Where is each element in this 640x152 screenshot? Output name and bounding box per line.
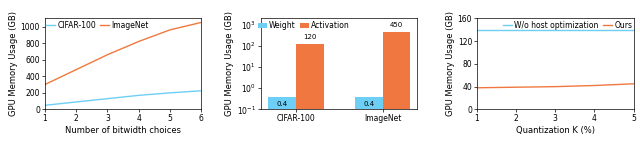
- CIFAR-100: [41, 104, 49, 106]
- Line: Ours: Ours: [477, 84, 634, 88]
- Ours: [630, 83, 637, 85]
- Y-axis label: GPU Memory Usage (GB): GPU Memory Usage (GB): [9, 11, 18, 116]
- Text: 450: 450: [390, 22, 403, 28]
- Ours: [473, 87, 481, 89]
- CIFAR-100: [198, 90, 205, 92]
- CIFAR-100: [72, 101, 80, 103]
- ImageNet: [198, 21, 205, 23]
- CIFAR-100: [166, 92, 174, 94]
- Y-axis label: GPU Memory Usage (GB): GPU Memory Usage (GB): [446, 11, 455, 116]
- Ours: [512, 86, 520, 88]
- Ours: [591, 85, 598, 86]
- CIFAR-100: [135, 94, 143, 96]
- Ours: [552, 86, 559, 88]
- Line: CIFAR-100: CIFAR-100: [45, 91, 202, 105]
- Text: 0.4: 0.4: [276, 101, 287, 107]
- W/o host optimization: [473, 29, 481, 31]
- W/o host optimization: [552, 29, 559, 31]
- W/o host optimization: [512, 29, 520, 31]
- Text: 0.4: 0.4: [363, 101, 374, 107]
- ImageNet: [41, 84, 49, 85]
- Legend: W/o host optimization, Ours: W/o host optimization, Ours: [502, 20, 633, 31]
- ImageNet: [104, 54, 111, 56]
- Bar: [355, 97, 383, 152]
- ImageNet: [72, 69, 80, 71]
- Bar: [383, 32, 410, 152]
- CIFAR-100: [104, 98, 111, 100]
- Bar: [296, 44, 324, 152]
- Bar: [268, 97, 296, 152]
- X-axis label: Number of bitwidth choices: Number of bitwidth choices: [65, 126, 181, 135]
- Legend: CIFAR-100, ImageNet: CIFAR-100, ImageNet: [45, 20, 150, 31]
- Line: ImageNet: ImageNet: [45, 22, 202, 85]
- Y-axis label: GPU Memory Usage (GB): GPU Memory Usage (GB): [225, 11, 234, 116]
- X-axis label: Quantization K (%): Quantization K (%): [516, 126, 595, 135]
- Text: 120: 120: [303, 34, 316, 40]
- Legend: Weight, Activation: Weight, Activation: [257, 20, 351, 31]
- ImageNet: [135, 41, 143, 42]
- ImageNet: [166, 29, 174, 31]
- W/o host optimization: [630, 29, 637, 31]
- W/o host optimization: [591, 29, 598, 31]
